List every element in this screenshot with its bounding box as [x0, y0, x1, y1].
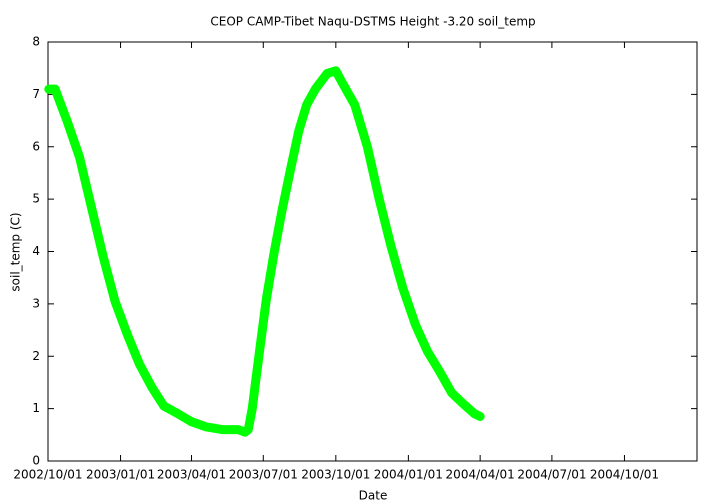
- y-tick-label: 4: [32, 244, 40, 258]
- x-tick-label: 2003/01/01: [86, 468, 155, 482]
- y-tick-label: 6: [32, 139, 40, 153]
- y-tick-label: 0: [32, 454, 40, 468]
- x-tick-label: 2004/10/01: [590, 468, 659, 482]
- chart-title: CEOP CAMP-Tibet Naqu-DSTMS Height -3.20 …: [210, 15, 535, 29]
- y-tick-label: 3: [32, 296, 40, 310]
- x-tick-label: 2002/10/01: [13, 468, 82, 482]
- x-tick-label: 2004/04/01: [446, 468, 515, 482]
- y-tick-label: 5: [32, 192, 40, 206]
- x-tick-label: 2003/04/01: [157, 468, 226, 482]
- x-tick-label: 2004/07/01: [517, 468, 586, 482]
- x-tick-label: 2003/10/01: [301, 468, 370, 482]
- plot-border: [47, 41, 698, 462]
- y-axis-label: soil_temp (C): [9, 212, 23, 291]
- x-tick-label: 2004/01/01: [374, 468, 443, 482]
- y-tick-label: 2: [32, 349, 40, 363]
- y-tick-label: 1: [32, 401, 40, 415]
- y-tick-label: 7: [32, 87, 40, 101]
- y-tick-label: 8: [32, 35, 40, 49]
- x-axis-label: Date: [359, 489, 388, 503]
- data-line: [44, 66, 485, 437]
- x-tick-label: 2003/07/01: [229, 468, 298, 482]
